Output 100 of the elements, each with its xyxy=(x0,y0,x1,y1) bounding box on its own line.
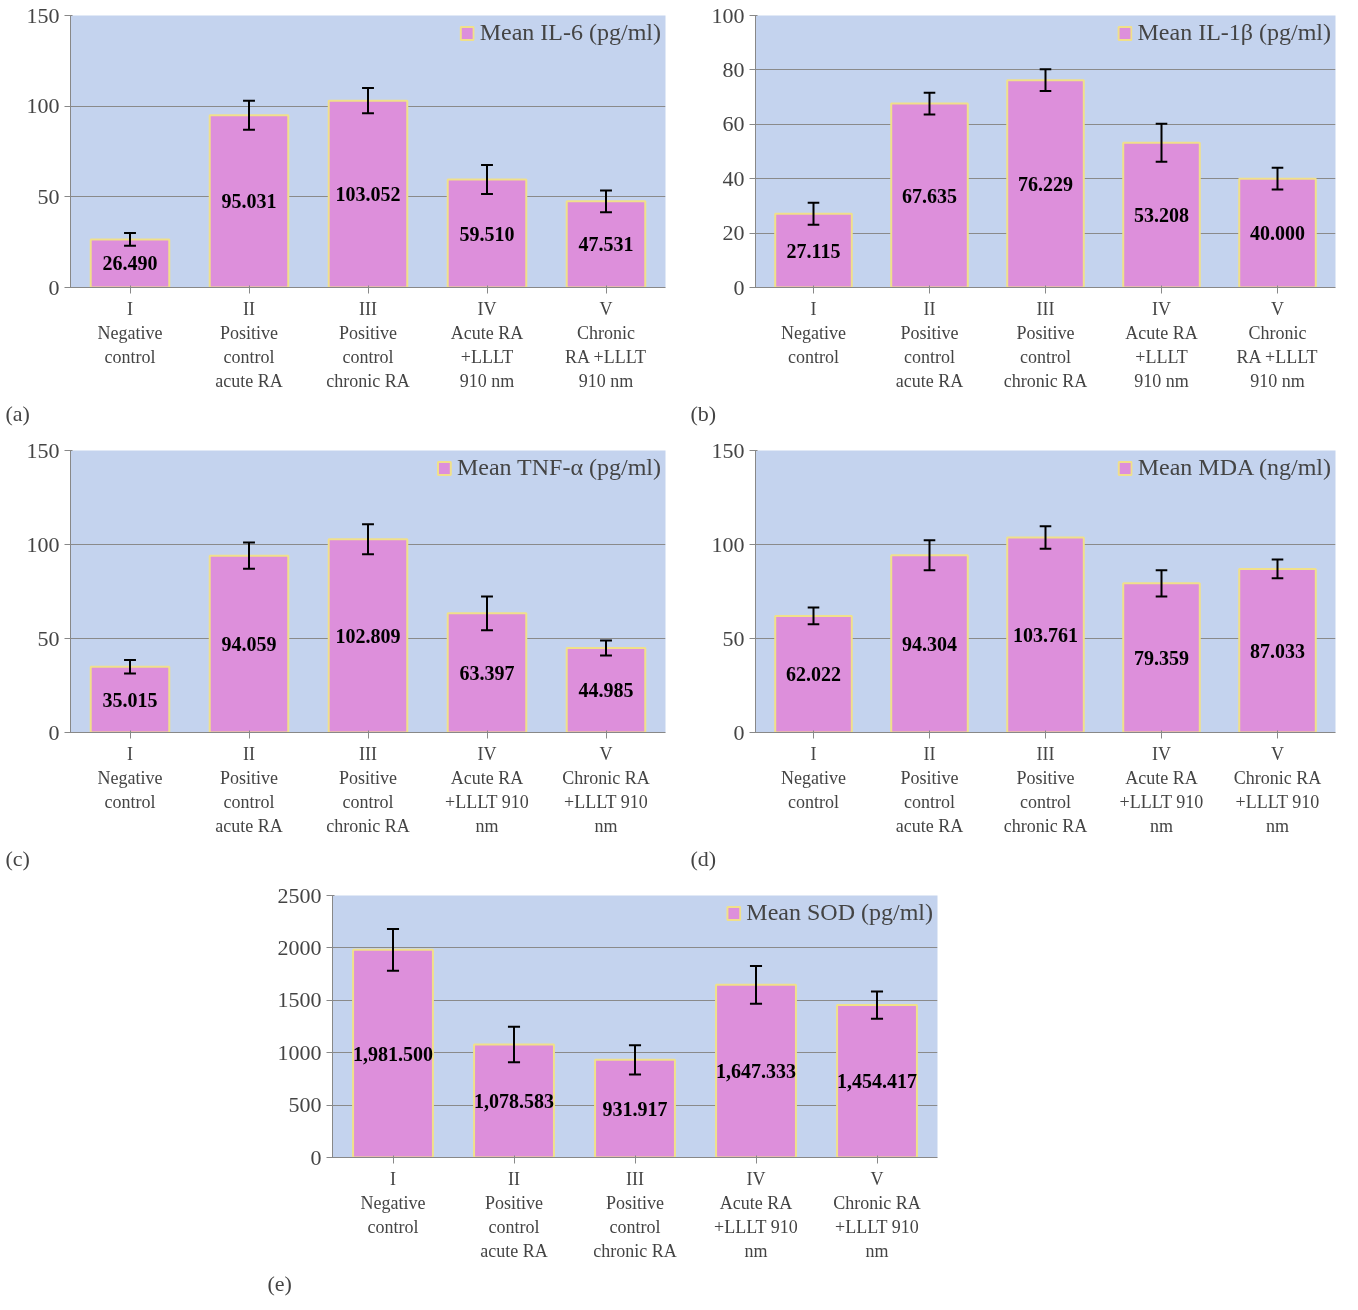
bar xyxy=(352,948,434,1158)
x-tick-label: I Negative control xyxy=(360,1168,426,1237)
bar xyxy=(1238,177,1317,288)
x-tick-label: I Negative control xyxy=(97,298,163,367)
y-tick-label: 1500 xyxy=(277,987,322,1013)
y-tick-label: 150 xyxy=(26,437,60,463)
y-tick-label: 150 xyxy=(711,437,745,463)
bar xyxy=(89,665,171,733)
text: (a) xyxy=(5,400,30,426)
y-tick-label: 100 xyxy=(26,93,60,119)
y-tick-label: 2500 xyxy=(277,882,322,908)
text: (d) xyxy=(690,845,717,871)
bar xyxy=(1006,536,1085,733)
data-label: 44.985 xyxy=(578,679,634,702)
bar xyxy=(565,646,647,733)
x-tick-label: V Chronic RA +LLLT 910 nm xyxy=(565,298,647,391)
y-tick-label: 0 xyxy=(48,274,60,300)
bar xyxy=(1122,582,1201,733)
x-tick-label: II Positive control acute RA xyxy=(215,298,283,391)
x-tick-label: III Positive control chronic RA xyxy=(326,743,410,836)
x-tick-label: V Chronic RA +LLLT 910 nm xyxy=(1233,743,1322,836)
bar xyxy=(327,538,409,733)
legend-label: Mean IL-6 (pg/ml) xyxy=(479,19,661,46)
y-tick-label: 100 xyxy=(711,2,745,28)
x-tick-label: IV Acute RA +LLLT 910 nm xyxy=(1119,743,1204,836)
y-tick-label: 2000 xyxy=(277,934,322,960)
data-label: 95.031 xyxy=(221,190,277,213)
data-label: 62.022 xyxy=(786,663,841,686)
data-label: 76.229 xyxy=(1018,172,1073,195)
x-tick-label: III Positive control chronic RA xyxy=(1003,298,1088,391)
data-label: 94.304 xyxy=(902,632,957,655)
bar xyxy=(774,212,853,288)
y-tick-label: 40 xyxy=(722,165,745,191)
x-tick-label: II Positive control acute RA xyxy=(215,743,283,836)
y-tick-label: 150 xyxy=(26,2,60,28)
bar xyxy=(715,983,797,1158)
data-label: 87.033 xyxy=(1250,639,1305,662)
y-tick-label: 50 xyxy=(722,625,745,651)
bar xyxy=(890,102,969,288)
data-label: 102.809 xyxy=(335,624,401,647)
y-tick-label: 100 xyxy=(26,531,60,557)
bar xyxy=(327,99,409,288)
y-tick-label: 60 xyxy=(722,111,745,137)
x-tick-label: III Positive control chronic RA xyxy=(326,298,410,391)
x-tick-label: IV Acute RA +LLLT 910 nm xyxy=(445,743,529,836)
data-label: 103.052 xyxy=(335,183,401,206)
data-label: 27.115 xyxy=(786,239,841,262)
bar xyxy=(208,114,290,288)
bar xyxy=(594,1058,676,1158)
text: (c) xyxy=(5,845,30,871)
y-tick-label: 0 xyxy=(733,719,745,745)
data-label: 931.917 xyxy=(602,1097,668,1120)
y-tick-label: 1000 xyxy=(277,1039,322,1065)
x-tick-label: II Positive control acute RA xyxy=(895,743,964,836)
x-tick-label: V Chronic RA +LLLT 910 nm xyxy=(833,1168,921,1261)
bar xyxy=(1238,567,1317,733)
bar xyxy=(1006,79,1085,288)
data-label: 67.635 xyxy=(902,184,957,207)
text: (e) xyxy=(267,1270,292,1296)
x-tick-label: II Positive control acute RA xyxy=(480,1168,548,1261)
x-tick-label: IV Acute RA +LLLT 910 nm xyxy=(1125,298,1198,391)
x-tick-label: III Positive control chronic RA xyxy=(593,1168,677,1261)
bar xyxy=(1122,141,1201,288)
data-label: 94.059 xyxy=(221,633,277,656)
data-label: 26.490 xyxy=(102,252,158,275)
x-tick-label: III Positive control chronic RA xyxy=(1003,743,1088,836)
y-tick-label: 100 xyxy=(711,531,745,557)
data-label: 1,078.583 xyxy=(474,1089,554,1112)
bar xyxy=(446,612,528,733)
data-label: 47.531 xyxy=(578,233,634,256)
bar xyxy=(473,1043,555,1158)
bar xyxy=(774,614,853,733)
bar xyxy=(836,1004,918,1158)
data-label: 1,981.500 xyxy=(353,1042,433,1065)
x-tick-label: IV Acute RA +LLLT 910 nm xyxy=(450,298,524,391)
bar xyxy=(89,238,171,288)
bar xyxy=(890,554,969,733)
data-label: 1,454.417 xyxy=(837,1070,917,1093)
legend-label: Mean MDA (ng/ml) xyxy=(1137,454,1331,481)
x-tick-label: IV Acute RA +LLLT 910 nm xyxy=(714,1168,798,1261)
x-tick-label: V Chronic RA +LLLT 910 nm xyxy=(562,743,650,836)
data-label: 40.000 xyxy=(1250,222,1305,245)
y-tick-label: 50 xyxy=(37,183,60,209)
legend-label: Mean IL-1β (pg/ml) xyxy=(1137,19,1331,46)
data-label: 79.359 xyxy=(1134,646,1189,669)
y-tick-label: 0 xyxy=(310,1144,322,1170)
x-tick-label: V Chronic RA +LLLT 910 nm xyxy=(1236,298,1318,391)
data-label: 63.397 xyxy=(459,661,515,684)
data-label: 103.761 xyxy=(1013,623,1078,646)
bar xyxy=(446,178,528,288)
x-tick-label: I Negative control xyxy=(781,298,846,367)
x-tick-label: I Negative control xyxy=(781,743,846,812)
y-tick-label: 80 xyxy=(722,56,745,82)
y-tick-label: 0 xyxy=(48,719,60,745)
data-label: 1,647.333 xyxy=(716,1060,796,1083)
x-tick-label: II Positive control acute RA xyxy=(895,298,964,391)
legend-label: Mean TNF-α (pg/ml) xyxy=(456,454,661,481)
y-tick-label: 20 xyxy=(722,220,745,246)
text: (b) xyxy=(690,400,717,426)
bar xyxy=(208,554,290,733)
